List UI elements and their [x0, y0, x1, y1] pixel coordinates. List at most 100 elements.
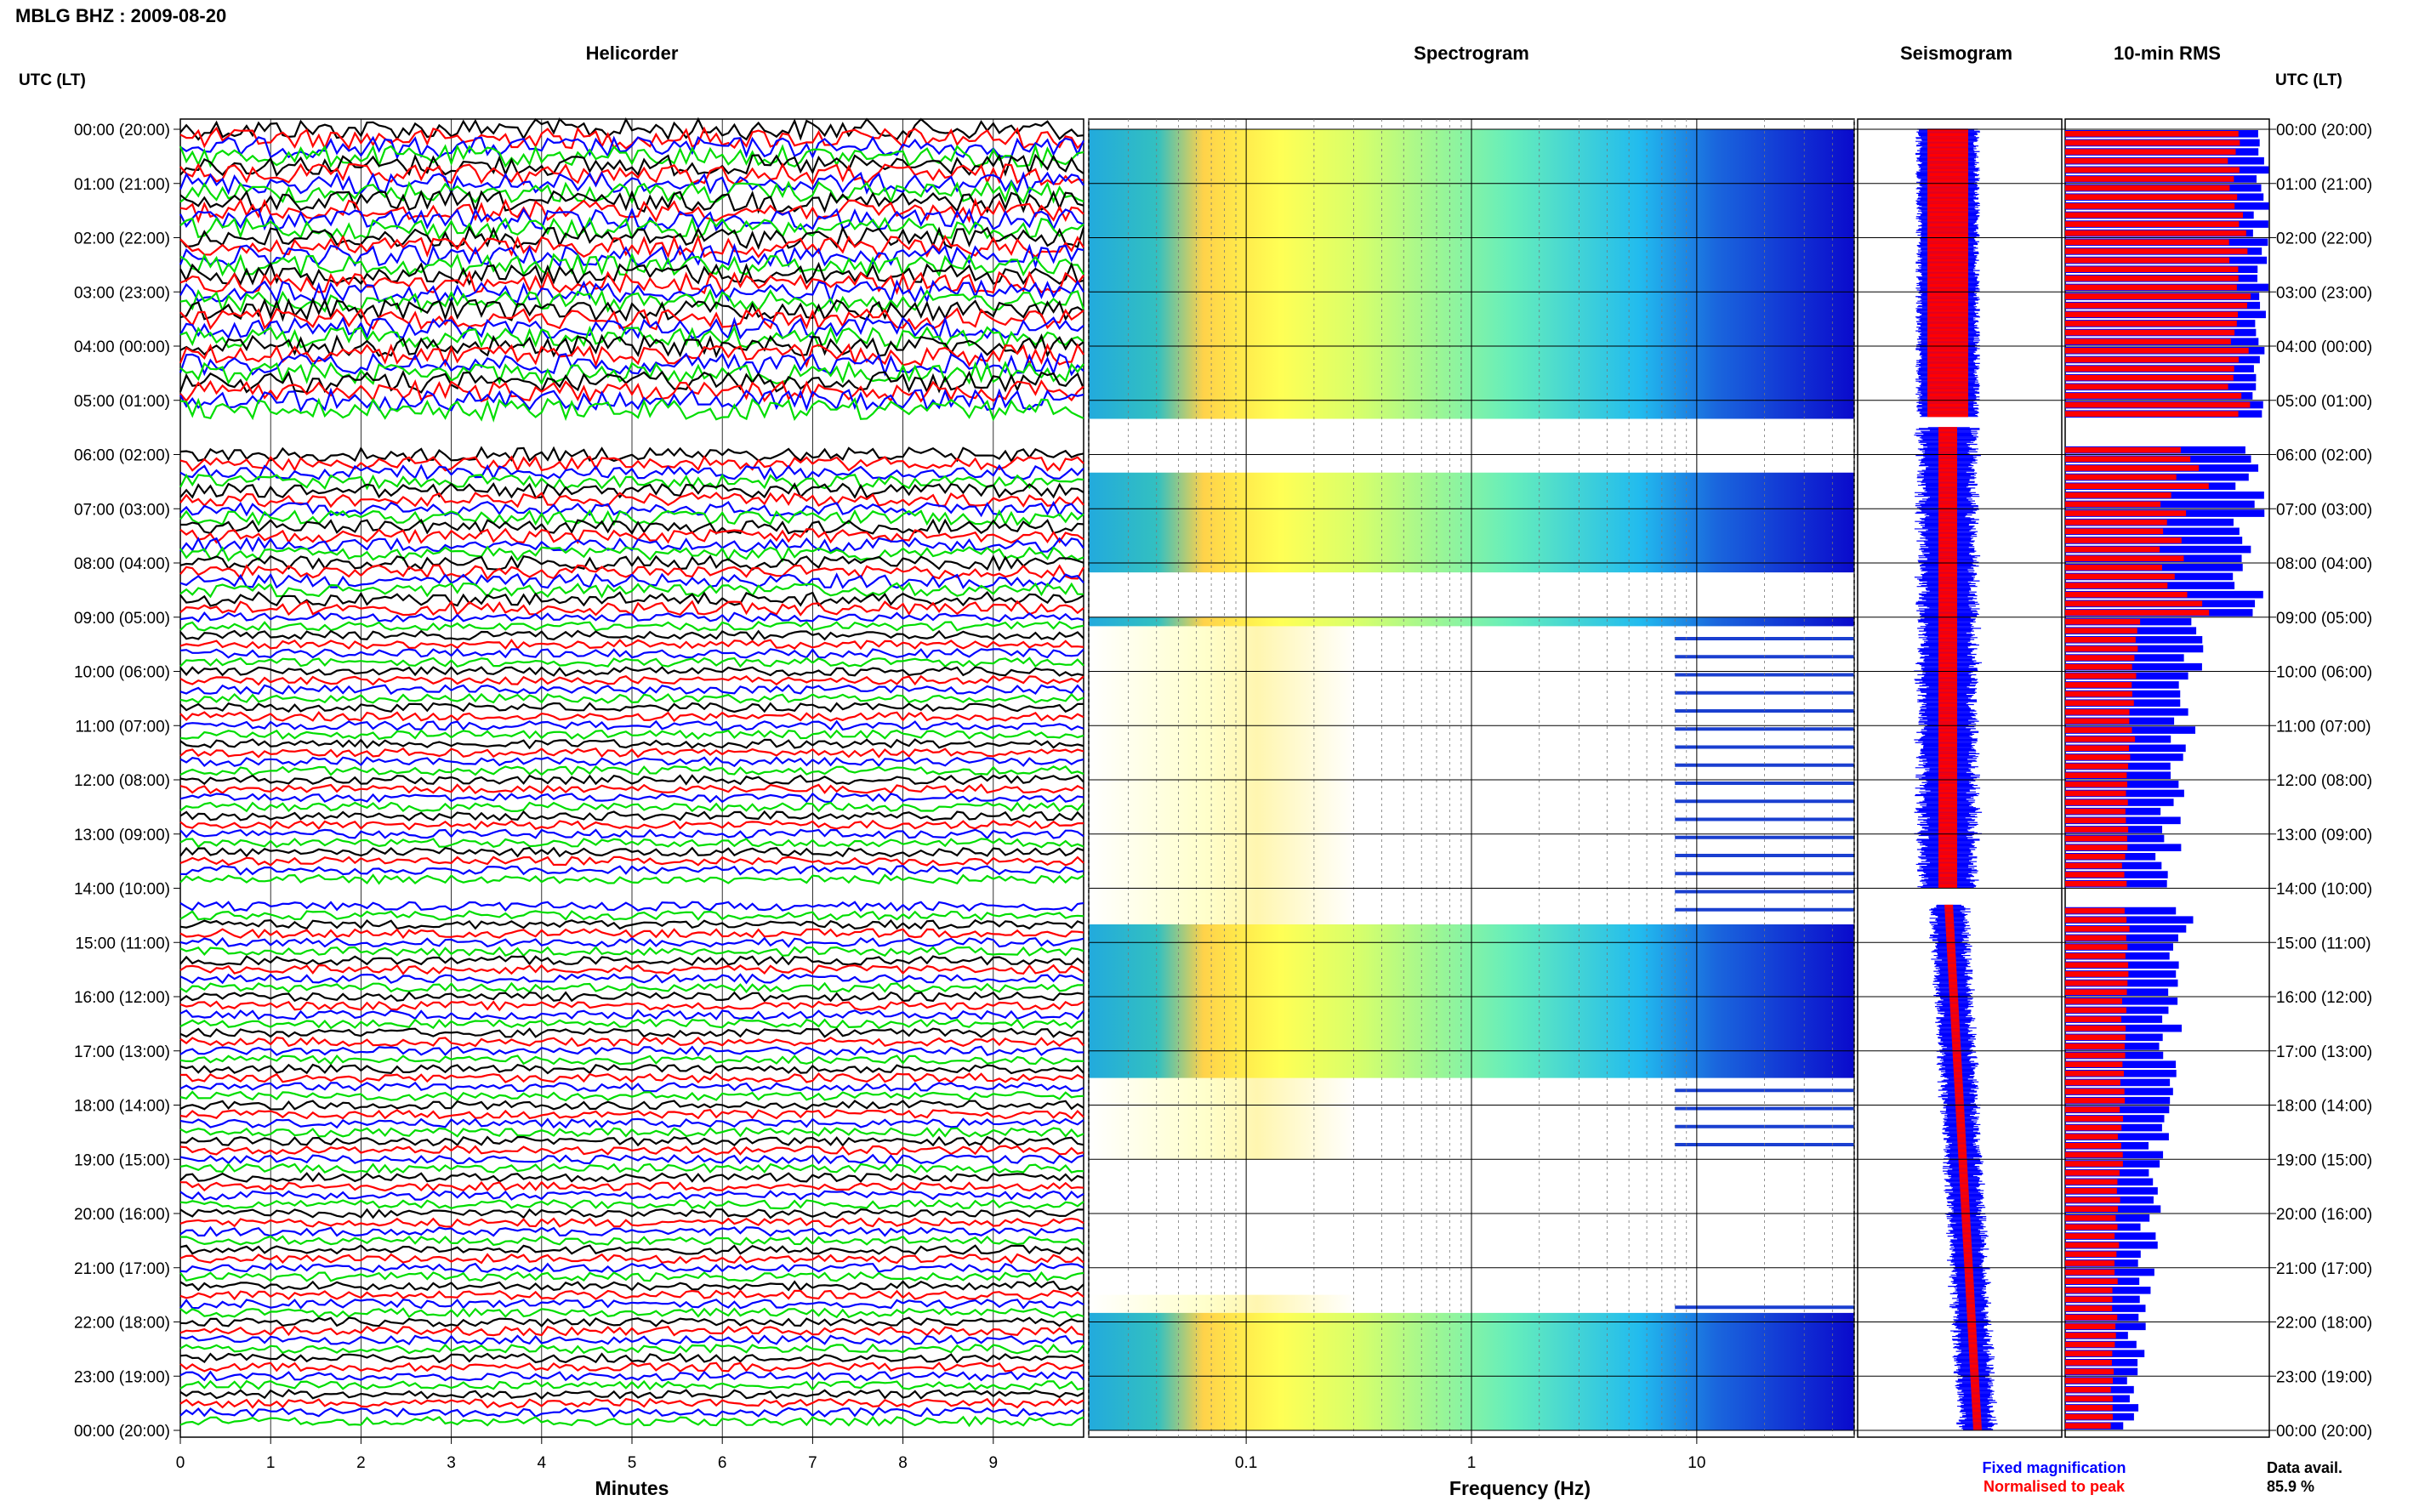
- helicorder-tick-label: 3: [447, 1454, 456, 1472]
- rms-bar-normalised: [2065, 176, 2234, 182]
- helicorder-trace: [179, 639, 1084, 651]
- helicorder-trace: [179, 684, 1084, 696]
- utc-label-right: UTC (LT): [2275, 71, 2342, 89]
- rms-bar-normalised: [2065, 257, 2230, 264]
- helicorder-trace: [179, 387, 1084, 413]
- helicorder-trace: [179, 1036, 1084, 1048]
- spectrogram-tick-label: 10: [1688, 1454, 1705, 1472]
- spectrogram-streak: [1675, 817, 1854, 821]
- helicorder-trace: [179, 197, 1084, 224]
- time-label-right: 19:00 (15:00): [2276, 1151, 2372, 1169]
- helicorder-trace: [179, 1090, 1084, 1102]
- rms-bar-normalised: [2065, 1061, 2123, 1067]
- time-label-right: 22:00 (18:00): [2276, 1315, 2372, 1333]
- rms-bar-normalised: [2065, 790, 2126, 797]
- rms-bar-normalised: [2065, 401, 2251, 408]
- helicorder-trace: [179, 1343, 1084, 1355]
- rms-bar-normalised: [2065, 311, 2239, 318]
- rms-bar-normalised: [2065, 772, 2127, 778]
- helicorder-tick-label: 2: [356, 1454, 366, 1472]
- rms-bar-normalised: [2065, 1007, 2126, 1014]
- spectrogram-streak: [1675, 1305, 1854, 1310]
- helicorder-trace: [179, 855, 1084, 867]
- rms-bar-normalised: [2065, 1251, 2117, 1258]
- rms-bar-normalised: [2065, 1413, 2113, 1420]
- rms-bar-normalised: [2065, 1188, 2117, 1194]
- rms-bar-normalised: [2065, 483, 2209, 489]
- helicorder-trace: [179, 1027, 1084, 1038]
- rms-bar-normalised: [2065, 167, 2240, 173]
- rms-bar-normalised: [2065, 356, 2240, 363]
- rms-bar-normalised: [2065, 157, 2228, 164]
- rms-bar-normalised: [2065, 1269, 2115, 1276]
- rms-bar-normalised: [2065, 329, 2235, 336]
- helicorder-trace: [179, 838, 1084, 849]
- time-label-left: 09:00 (05:00): [74, 610, 170, 628]
- spectrogram-streak: [1675, 763, 1854, 767]
- spectrogram-streak: [1675, 835, 1854, 839]
- rms-bar-normalised: [2065, 1034, 2126, 1041]
- rms-bar-normalised: [2065, 465, 2200, 471]
- legend-normalised-to-peak: Normalised to peak: [1984, 1478, 2126, 1495]
- rms-bar-normalised: [2065, 1341, 2115, 1348]
- time-label-left: 16:00 (12:00): [74, 989, 170, 1007]
- rms-bar-normalised: [2065, 374, 2234, 381]
- helicorder-trace: [179, 819, 1084, 831]
- rms-bar-normalised: [2065, 862, 2122, 869]
- spectrogram-streak: [1675, 727, 1854, 731]
- rms-bar-normalised: [2065, 1333, 2116, 1339]
- time-label-left: 21:00 (17:00): [74, 1260, 170, 1278]
- helicorder-trace: [179, 729, 1084, 741]
- helicorder-trace: [179, 1018, 1084, 1030]
- helicorder-trace: [179, 774, 1084, 786]
- helicorder-trace: [179, 1270, 1084, 1283]
- rms-bar-normalised: [2065, 782, 2128, 787]
- rms-bar-normalised: [2065, 1260, 2114, 1266]
- rms-bar-normalised: [2065, 1089, 2125, 1094]
- time-label-left: 01:00 (21:00): [74, 176, 170, 194]
- rms-bar-normalised: [2065, 645, 2138, 652]
- utc-label-left: UTC (LT): [19, 71, 86, 89]
- helicorder-trace: [179, 509, 1084, 526]
- rms-bar-normalised: [2065, 935, 2126, 941]
- helicorder-trace: [179, 692, 1084, 704]
- spectrogram-title: Spectrogram: [1414, 43, 1529, 64]
- helicorder-trace: [179, 361, 1084, 386]
- data-availability-value: 85.9 %: [2267, 1478, 2314, 1495]
- helicorder-trace: [179, 379, 1084, 404]
- rms-bar-normalised: [2065, 655, 2135, 661]
- helicorder-trace: [179, 554, 1084, 572]
- rms-bar-normalised: [2065, 628, 2137, 634]
- helicorder-trace: [179, 657, 1084, 668]
- time-label-right: 03:00 (23:00): [2276, 284, 2372, 302]
- rms-bar-normalised: [2065, 565, 2162, 571]
- seismogram-panel: [1857, 118, 2063, 1438]
- helicorder-trace: [179, 1352, 1084, 1364]
- rms-bar-normalised: [2065, 1233, 2115, 1239]
- helicorder-trace: [179, 397, 1084, 423]
- helicorder-trace: [179, 901, 1084, 912]
- rms-bar-normalised: [2065, 1079, 2120, 1086]
- rms-bar-normalised: [2065, 673, 2137, 679]
- rms-bar-normalised: [2065, 844, 2128, 850]
- rms-bar-normalised: [2065, 203, 2235, 209]
- rms-bar-normalised: [2065, 446, 2182, 453]
- helicorder-trace: [179, 1054, 1084, 1066]
- time-label-right: 11:00 (07:00): [2276, 718, 2371, 736]
- helicorder-trace: [179, 1009, 1084, 1020]
- helicorder-trace: [179, 288, 1085, 314]
- rms-bar-normalised: [2065, 1143, 2121, 1149]
- rms-bar-normalised: [2065, 637, 2136, 643]
- spectrogram-panel: [1088, 118, 1855, 1438]
- helicorder-trace: [179, 1361, 1084, 1373]
- rms-bar-normalised: [2065, 980, 2128, 986]
- helicorder-trace: [179, 446, 1084, 463]
- helicorder-trace: [179, 1081, 1084, 1093]
- helicorder-trace: [179, 162, 1084, 186]
- helicorder-trace: [179, 946, 1084, 958]
- helicorder-trace: [179, 647, 1084, 659]
- spectrogram-tick-label: 0.1: [1235, 1454, 1257, 1472]
- spectrogram-streak: [1675, 854, 1854, 857]
- page-title: MBLG BHZ : 2009-08-20: [15, 5, 226, 26]
